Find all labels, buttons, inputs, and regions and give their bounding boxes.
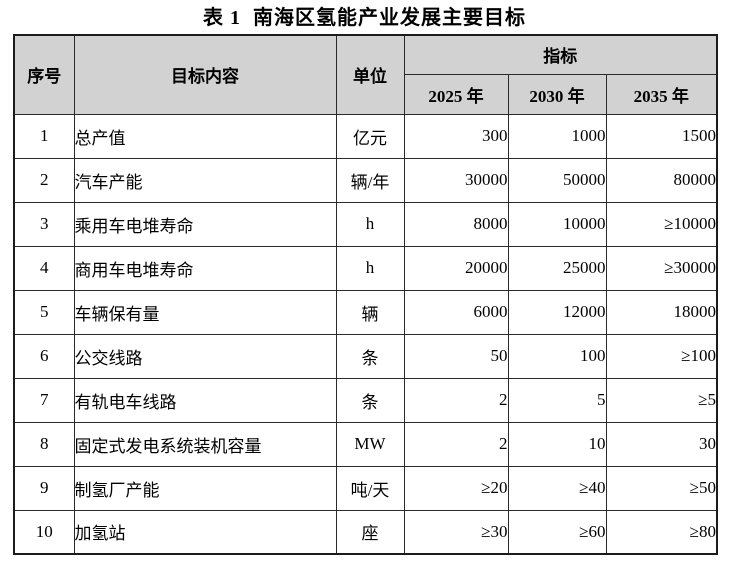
goals-table: 序号 目标内容 单位 指标 2025 年 2030 年 2035 年 1 总产值…: [13, 34, 719, 555]
cell-unit: h: [335, 245, 405, 291]
cell-2025: 300: [403, 113, 509, 159]
cell-no: 8: [13, 421, 75, 467]
cell-content: 制氢厂产能: [73, 465, 337, 511]
cell-2025: 20000: [403, 245, 509, 291]
cell-no: 2: [13, 157, 75, 203]
cell-no: 7: [13, 377, 75, 423]
cell-2035: ≥100: [605, 333, 718, 379]
cell-2035: 18000: [605, 289, 718, 335]
cell-2030: ≥40: [507, 465, 607, 511]
table-row: 1 总产值 亿元 300 1000 1500: [13, 113, 718, 159]
cell-content: 总产值: [73, 113, 337, 159]
cell-2025: ≥30: [403, 509, 509, 555]
table-title: 表 1 南海区氢能产业发展主要目标: [203, 7, 526, 29]
header-year-2025: 2025 年: [403, 73, 509, 115]
table-row: 10 加氢站 座 ≥30 ≥60 ≥80: [13, 509, 718, 555]
cell-2025: 2: [403, 377, 509, 423]
cell-no: 1: [13, 113, 75, 159]
cell-content: 公交线路: [73, 333, 337, 379]
cell-no: 9: [13, 465, 75, 511]
cell-2030: 5: [507, 377, 607, 423]
cell-unit: 座: [335, 509, 405, 555]
cell-2025: 6000: [403, 289, 509, 335]
cell-2035: ≥50: [605, 465, 718, 511]
cell-content: 车辆保有量: [73, 289, 337, 335]
cell-2025: 2: [403, 421, 509, 467]
cell-2025: 50: [403, 333, 509, 379]
cell-unit: 辆/年: [335, 157, 405, 203]
cell-content: 固定式发电系统装机容量: [73, 421, 337, 467]
table-row: 7 有轨电车线路 条 2 5 ≥5: [13, 377, 718, 423]
cell-2035: 30: [605, 421, 718, 467]
cell-content: 商用车电堆寿命: [73, 245, 337, 291]
cell-2025: 30000: [403, 157, 509, 203]
table-row: 2 汽车产能 辆/年 30000 50000 80000: [13, 157, 718, 203]
cell-2030: ≥60: [507, 509, 607, 555]
cell-content: 汽车产能: [73, 157, 337, 203]
cell-no: 10: [13, 509, 75, 555]
cell-2035: ≥5: [605, 377, 718, 423]
header-year-2035: 2035 年: [605, 73, 718, 115]
header-content: 目标内容: [73, 34, 337, 115]
cell-2035: ≥30000: [605, 245, 718, 291]
cell-2030: 50000: [507, 157, 607, 203]
cell-no: 4: [13, 245, 75, 291]
cell-unit: MW: [335, 421, 405, 467]
cell-no: 5: [13, 289, 75, 335]
cell-2035: ≥80: [605, 509, 718, 555]
cell-2030: 10: [507, 421, 607, 467]
cell-content: 有轨电车线路: [73, 377, 337, 423]
cell-2030: 1000: [507, 113, 607, 159]
cell-2035: 80000: [605, 157, 718, 203]
table-header: 序号 目标内容 单位 指标 2025 年 2030 年 2035 年: [13, 34, 718, 115]
cell-unit: 亿元: [335, 113, 405, 159]
cell-unit: h: [335, 201, 405, 247]
cell-2030: 10000: [507, 201, 607, 247]
header-row-top: 序号 目标内容 单位 指标: [13, 34, 718, 115]
cell-2035: ≥10000: [605, 201, 718, 247]
cell-2030: 12000: [507, 289, 607, 335]
table-row: 9 制氢厂产能 吨/天 ≥20 ≥40 ≥50: [13, 465, 718, 511]
header-year-2030: 2030 年: [507, 73, 607, 115]
cell-unit: 吨/天: [335, 465, 405, 511]
cell-unit: 条: [335, 377, 405, 423]
header-unit: 单位: [335, 34, 405, 115]
header-index: 序号: [13, 34, 75, 115]
header-row-years: 2025 年 2030 年 2035 年: [14, 73, 718, 115]
table-row: 8 固定式发电系统装机容量 MW 2 10 30: [13, 421, 718, 467]
header-indicator-group: 指标: [403, 34, 718, 75]
cell-2035: 1500: [605, 113, 718, 159]
cell-2030: 25000: [507, 245, 607, 291]
cell-unit: 条: [335, 333, 405, 379]
cell-2030: 100: [507, 333, 607, 379]
cell-no: 3: [13, 201, 75, 247]
cell-no: 6: [13, 333, 75, 379]
cell-content: 加氢站: [73, 509, 337, 555]
table-row: 6 公交线路 条 50 100 ≥100: [13, 333, 718, 379]
table-row: 5 车辆保有量 辆 6000 12000 18000: [13, 289, 718, 335]
cell-unit: 辆: [335, 289, 405, 335]
table-body: 1 总产值 亿元 300 1000 1500 2 汽车产能 辆/年 30000 …: [13, 113, 718, 555]
table-row: 3 乘用车电堆寿命 h 8000 10000 ≥10000: [13, 201, 718, 247]
table-row: 4 商用车电堆寿命 h 20000 25000 ≥30000: [13, 245, 718, 291]
cell-content: 乘用车电堆寿命: [73, 201, 337, 247]
cell-2025: 8000: [403, 201, 509, 247]
cell-2025: ≥20: [403, 465, 509, 511]
